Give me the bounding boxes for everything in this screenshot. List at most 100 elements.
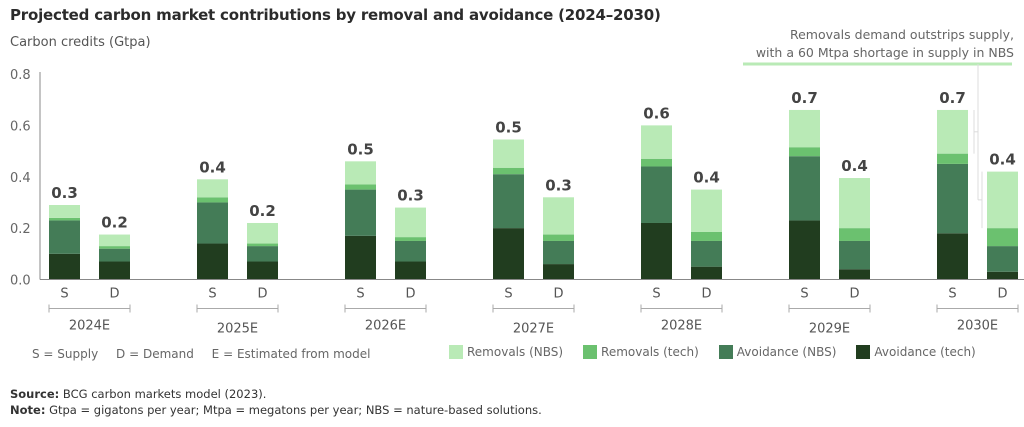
bar-segment-supply-removals-tech	[641, 158, 672, 167]
bar-category-label: S	[504, 287, 512, 302]
group-label: 2029E	[809, 322, 850, 337]
group-label: 2025E	[217, 322, 258, 337]
bar-segment-demand-avoidance-tech	[543, 264, 574, 280]
bar-segment-supply-removals-tech	[937, 153, 968, 164]
bar-segment-supply-avoidance-tech	[197, 243, 228, 280]
bar-segment-supply-avoidance-tech	[345, 235, 376, 280]
group-label: 2026E	[365, 319, 406, 334]
legend-swatch	[856, 345, 871, 359]
bar-segment-demand-removals-tech	[99, 246, 130, 249]
bar-segment-supply-removals-tech	[345, 184, 376, 190]
bar-segment-demand-removals-tech	[987, 228, 1018, 247]
bar-segment-supply-avoidance-tech	[937, 233, 968, 280]
bar-category-label: S	[948, 287, 956, 302]
bar-segment-supply-avoidance-tech	[493, 228, 524, 280]
total-label-supply: 0.6	[643, 104, 670, 122]
bar-category-label: D	[257, 287, 267, 302]
bar-category-label: S	[60, 287, 68, 302]
legend-item-avoidance-nbs: Avoidance (NBS)	[718, 345, 836, 359]
legend-item-removals-nbs: Removals (NBS)	[449, 345, 563, 359]
y-tick-label: 0.2	[10, 222, 31, 237]
bar-category-label: D	[109, 287, 119, 302]
bar-segment-demand-removals-nbs	[987, 171, 1018, 229]
note-line: Note: Gtpa = gigatons per year; Mtpa = m…	[10, 402, 542, 418]
bar-segment-supply-avoidance-nbs	[937, 163, 968, 234]
footer: Source: BCG carbon markets model (2023).…	[10, 386, 542, 418]
bar-segment-supply-removals-nbs	[49, 205, 80, 218]
y-tick-label: 0.6	[10, 119, 31, 134]
bar-category-label: S	[356, 287, 364, 302]
y-axis-label: Carbon credits (Gtpa)	[10, 35, 151, 50]
bar-segment-demand-removals-tech	[395, 237, 426, 241]
bar-segment-supply-removals-nbs	[197, 179, 228, 198]
bar-segment-demand-removals-nbs	[839, 178, 870, 229]
bar-segment-demand-avoidance-tech	[395, 261, 426, 280]
bar-category-label: D	[849, 287, 859, 302]
group-label: 2028E	[661, 319, 702, 334]
bar-segment-supply-avoidance-nbs	[789, 156, 820, 221]
total-label-demand: 0.2	[101, 214, 128, 232]
total-label-supply: 0.7	[939, 89, 966, 107]
bar-segment-supply-removals-tech	[49, 217, 80, 221]
group-label: 2024E	[69, 319, 110, 334]
legend: Removals (NBS) Removals (tech) Avoidance…	[449, 345, 996, 359]
total-label-supply: 0.5	[495, 119, 522, 137]
bar-segment-supply-avoidance-nbs	[641, 166, 672, 223]
bar-segment-supply-removals-nbs	[641, 125, 672, 159]
bar-segment-supply-avoidance-tech	[641, 222, 672, 280]
bar-segment-demand-avoidance-tech	[691, 266, 722, 280]
bar-segment-demand-avoidance-nbs	[395, 240, 426, 262]
bar-segment-demand-avoidance-nbs	[839, 240, 870, 270]
chart-title: Projected carbon market contributions by…	[10, 6, 661, 24]
bar-segment-demand-removals-tech	[543, 234, 574, 241]
group-label: 2027E	[513, 322, 554, 337]
bar-category-label: D	[405, 287, 415, 302]
bar-segment-supply-removals-nbs	[345, 161, 376, 185]
total-label-supply: 0.3	[51, 184, 78, 202]
total-label-demand: 0.4	[989, 151, 1016, 169]
bar-segment-demand-removals-nbs	[395, 207, 426, 238]
total-label-supply: 0.4	[199, 158, 226, 176]
legend-label: Removals (NBS)	[467, 345, 564, 359]
bar-segment-demand-avoidance-tech	[987, 271, 1018, 280]
y-tick-label: 0.0	[10, 274, 31, 289]
total-label-demand: 0.3	[397, 187, 424, 205]
note-demand: D = Demand	[116, 347, 194, 361]
bar-segment-demand-avoidance-nbs	[247, 246, 278, 262]
bar-category-label: S	[652, 287, 660, 302]
note-estimated: E = Estimated from model	[211, 347, 371, 361]
legend-item-removals-tech: Removals (tech)	[583, 345, 699, 359]
total-label-demand: 0.2	[249, 202, 276, 220]
bar-category-label: D	[553, 287, 563, 302]
annotation-line-2: with a 60 Mtpa shortage in supply in NBS	[755, 45, 1014, 60]
legend-label: Avoidance (tech)	[874, 345, 976, 359]
bar-segment-demand-removals-nbs	[691, 189, 722, 232]
bar-segment-demand-avoidance-tech	[839, 269, 870, 280]
bar-category-label: D	[701, 287, 711, 302]
bar-segment-supply-removals-tech	[197, 197, 228, 203]
bar-segment-supply-avoidance-tech	[789, 220, 820, 280]
bar-category-label: D	[997, 287, 1007, 302]
bar-segment-demand-removals-tech	[247, 243, 278, 247]
source-text: BCG carbon markets model (2023).	[59, 387, 267, 401]
bar-segment-demand-removals-tech	[691, 231, 722, 241]
bar-segment-demand-removals-nbs	[247, 222, 278, 244]
bar-segment-supply-avoidance-nbs	[345, 189, 376, 236]
source-line: Source: BCG carbon markets model (2023).	[10, 386, 542, 402]
bar-segment-supply-removals-tech	[789, 147, 820, 157]
annotation-line-1: Removals demand outstrips supply,	[789, 27, 1014, 42]
stacked-bar-chart: 0.0 0.2 0.4 0.6 0.8 0.3 S 0.2 D 2024E 0.4 S 0.2 D 2025…	[10, 62, 1024, 337]
bar-segment-supply-removals-nbs	[789, 109, 820, 148]
legend-swatch	[449, 345, 463, 359]
bar-segment-demand-avoidance-tech	[99, 261, 130, 280]
legend-swatch	[583, 345, 598, 359]
total-label-demand: 0.4	[841, 157, 868, 175]
bar-segment-supply-removals-nbs	[937, 109, 968, 154]
bar-segment-supply-avoidance-tech	[49, 253, 80, 280]
bar-segment-demand-avoidance-nbs	[987, 246, 1018, 272]
group-label: 2030E	[957, 319, 998, 334]
y-tick-label: 0.4	[10, 171, 31, 186]
bar-category-label: S	[800, 287, 808, 302]
source-label: Source:	[10, 387, 60, 401]
legend-item-avoidance-tech: Avoidance (tech)	[856, 345, 976, 359]
